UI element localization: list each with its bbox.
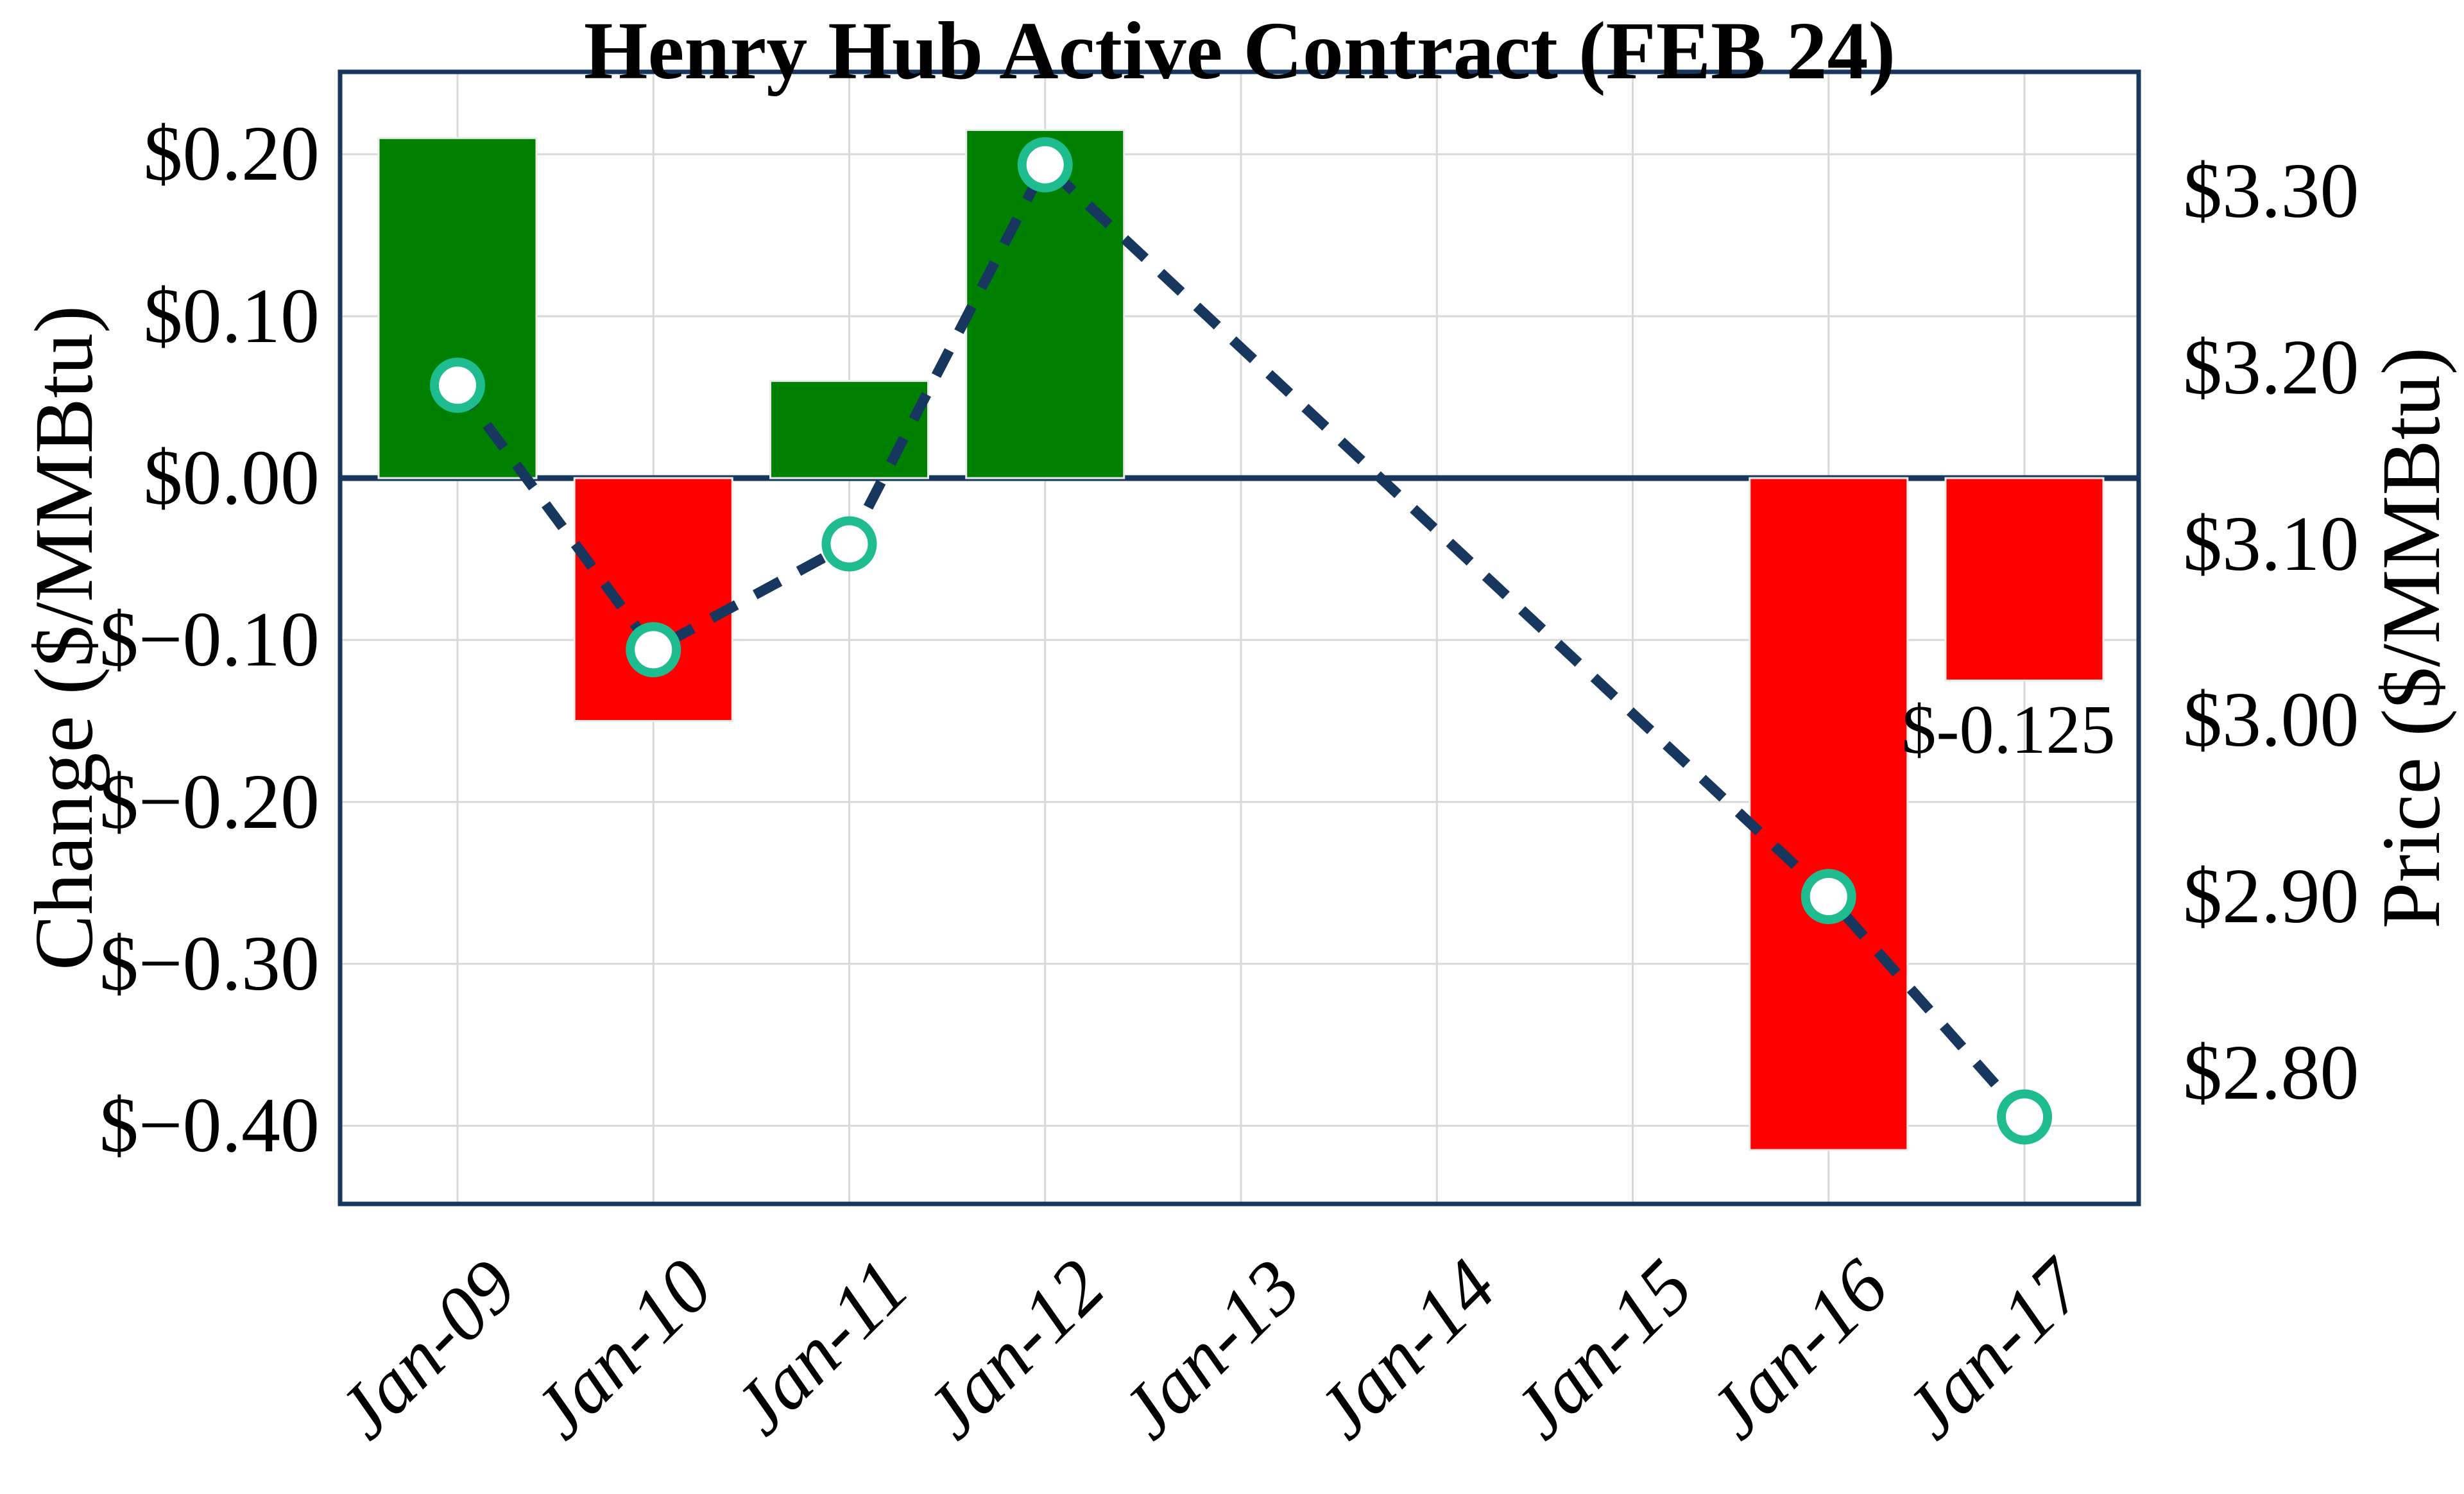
change-bars bbox=[377, 129, 2105, 1151]
change-bar-jan-09 bbox=[377, 137, 538, 479]
chart-page: { "chart_data": { "type": "combo-bar-lin… bbox=[18, 5, 2458, 1455]
change-bar-jan-11 bbox=[769, 380, 929, 479]
change-bar-jan-10 bbox=[573, 477, 733, 722]
y-tick-label-right: $2.80 bbox=[2183, 1029, 2359, 1116]
price-marker-jan-17 bbox=[1997, 1089, 2052, 1145]
plot-border bbox=[338, 69, 2141, 1206]
plot-border bbox=[338, 69, 2141, 1206]
plot-area bbox=[338, 69, 2141, 1206]
bar-value-annotation: $-0.125 bbox=[1901, 692, 2116, 769]
y-tick-label-left: $−0.10 bbox=[99, 596, 320, 683]
y-tick-label-right: $3.30 bbox=[2183, 148, 2359, 234]
price-line bbox=[453, 156, 2028, 1120]
price-marker-jan-16 bbox=[1801, 869, 1856, 924]
y-tick-label-left: $−0.40 bbox=[99, 1082, 320, 1169]
chart-title: Henry Hub Active Contract (FEB 24) bbox=[583, 5, 1896, 96]
price-markers bbox=[430, 137, 2052, 1145]
price-marker-jan-10 bbox=[626, 622, 681, 678]
y-tick-label-right: $3.00 bbox=[2183, 676, 2359, 764]
y-tick-label-left: $−0.30 bbox=[99, 920, 320, 1007]
y-tick-label-right: $2.90 bbox=[2183, 853, 2359, 940]
y-tick-label-left: $−0.20 bbox=[99, 758, 320, 845]
y-tick-label-right: $3.20 bbox=[2183, 323, 2359, 411]
price-marker-jan-09 bbox=[430, 357, 485, 413]
y-tick-label-left: $0.00 bbox=[143, 434, 320, 521]
price-marker-jan-12 bbox=[1017, 137, 1073, 193]
y-tick-label-right: $3.10 bbox=[2183, 500, 2359, 587]
change-bar-jan-17 bbox=[1944, 477, 2105, 682]
price-marker-jan-11 bbox=[821, 516, 877, 572]
price-line bbox=[453, 156, 2028, 1120]
y-tick-label-left: $0.10 bbox=[143, 272, 320, 359]
change-bar-jan-16 bbox=[1749, 477, 1909, 1151]
y-tick-label-left: $0.20 bbox=[143, 110, 320, 198]
